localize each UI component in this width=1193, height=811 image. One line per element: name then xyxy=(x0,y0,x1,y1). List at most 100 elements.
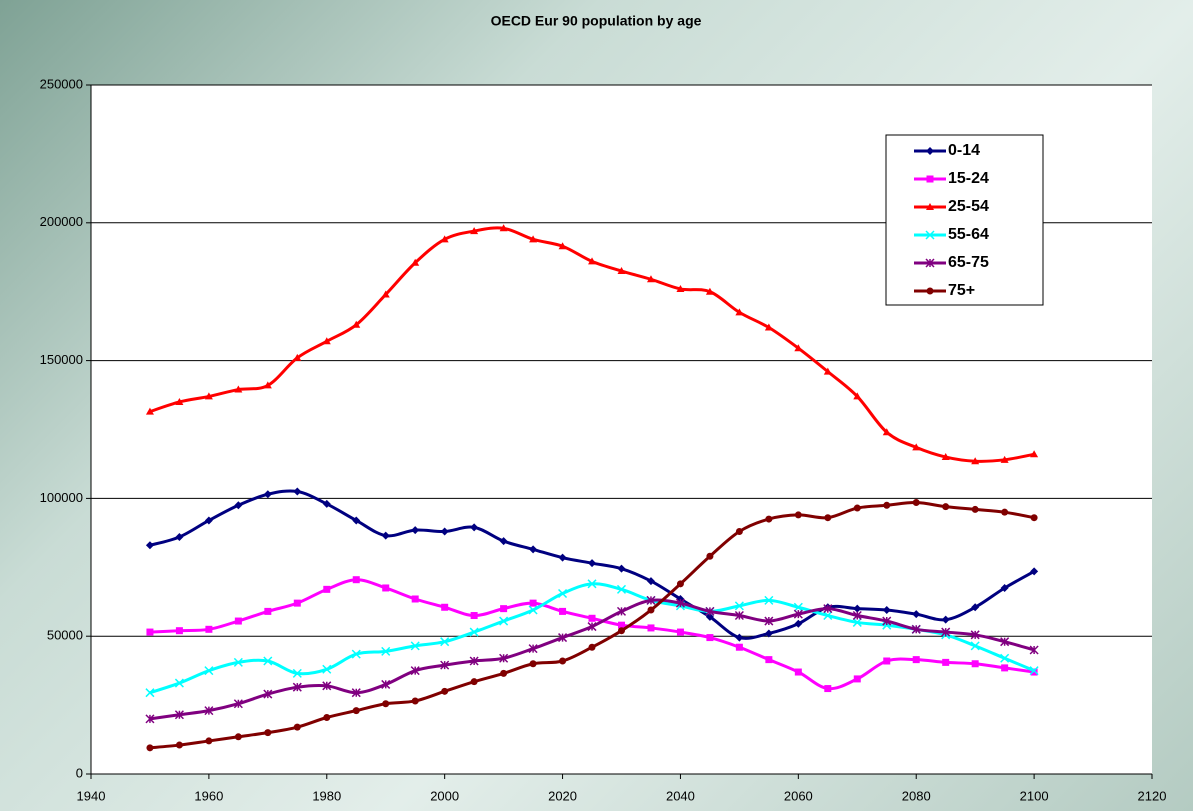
marker xyxy=(500,669,508,677)
marker xyxy=(925,258,935,268)
marker xyxy=(352,320,361,328)
marker xyxy=(764,616,774,626)
marker xyxy=(647,606,655,614)
marker xyxy=(926,287,934,295)
marker xyxy=(529,660,537,668)
marker xyxy=(646,275,655,283)
marker xyxy=(1030,450,1039,458)
marker xyxy=(941,615,950,624)
marker xyxy=(352,707,360,715)
marker xyxy=(323,714,331,722)
marker xyxy=(411,258,420,266)
marker xyxy=(853,604,862,613)
y-tick-label: 250000 xyxy=(40,76,83,91)
marker xyxy=(145,714,155,724)
x-tick-label: 2100 xyxy=(1020,788,1049,803)
marker xyxy=(1030,567,1039,576)
marker xyxy=(706,552,714,560)
marker xyxy=(735,527,743,535)
legend-label: 25-54 xyxy=(948,198,989,215)
marker xyxy=(1000,455,1009,463)
marker xyxy=(264,607,272,615)
marker xyxy=(145,407,154,415)
marker xyxy=(616,606,627,616)
marker xyxy=(765,515,773,523)
marker xyxy=(174,678,184,688)
marker xyxy=(440,660,450,670)
marker xyxy=(411,697,419,705)
marker xyxy=(175,532,184,541)
marker xyxy=(853,504,861,512)
x-tick-label: 1960 xyxy=(194,788,223,803)
marker xyxy=(793,609,803,619)
legend-box xyxy=(885,134,1044,306)
y-tick-label: 50000 xyxy=(47,628,83,643)
marker xyxy=(146,744,154,752)
marker xyxy=(1030,668,1038,676)
marker xyxy=(382,584,390,592)
marker xyxy=(824,685,832,693)
marker xyxy=(529,545,538,554)
marker xyxy=(529,599,537,607)
marker xyxy=(705,606,715,616)
x-tick-label: 2040 xyxy=(666,788,695,803)
marker xyxy=(971,457,980,465)
marker xyxy=(351,649,361,659)
marker xyxy=(528,605,538,615)
chart-title: OECD Eur 90 population by age xyxy=(491,13,702,29)
marker xyxy=(381,646,391,656)
marker xyxy=(646,577,655,586)
marker xyxy=(765,656,773,664)
marker xyxy=(292,682,302,692)
marker xyxy=(234,733,242,741)
marker xyxy=(1000,583,1009,592)
marker xyxy=(764,323,773,331)
marker xyxy=(293,353,302,361)
marker xyxy=(293,723,301,731)
marker xyxy=(470,523,479,532)
marker xyxy=(882,428,891,436)
y-tick-label: 100000 xyxy=(40,490,83,505)
marker xyxy=(852,610,862,621)
marker xyxy=(381,531,390,540)
marker xyxy=(617,267,626,275)
marker xyxy=(646,595,656,605)
marker xyxy=(381,290,390,298)
marker xyxy=(145,541,154,550)
marker xyxy=(970,630,980,640)
x-tick-label: 2060 xyxy=(784,788,813,803)
marker xyxy=(705,612,714,621)
marker xyxy=(1000,653,1010,663)
marker xyxy=(322,499,331,508)
x-tick-label: 2000 xyxy=(430,788,459,803)
marker xyxy=(233,699,243,709)
marker xyxy=(1001,664,1009,672)
marker xyxy=(293,487,302,496)
marker xyxy=(912,443,921,451)
marker xyxy=(588,614,596,622)
marker xyxy=(941,627,951,637)
marker xyxy=(175,397,184,405)
marker xyxy=(823,610,833,621)
marker xyxy=(440,235,449,243)
legend-label: 75+ xyxy=(948,282,975,299)
marker xyxy=(292,668,302,678)
marker xyxy=(794,619,803,628)
marker xyxy=(942,658,950,666)
marker xyxy=(618,627,625,635)
marker xyxy=(559,607,567,615)
x-tick-label: 1980 xyxy=(312,788,341,803)
marker xyxy=(469,627,479,637)
marker xyxy=(926,147,934,155)
marker xyxy=(587,622,597,632)
marker xyxy=(852,617,862,627)
marker xyxy=(234,501,243,510)
marker xyxy=(234,385,243,393)
marker xyxy=(926,175,934,183)
marker xyxy=(263,490,272,499)
marker xyxy=(441,603,449,611)
marker xyxy=(1000,637,1010,647)
legend-label: 55-64 xyxy=(948,226,989,243)
marker xyxy=(882,616,892,626)
marker xyxy=(970,641,980,651)
